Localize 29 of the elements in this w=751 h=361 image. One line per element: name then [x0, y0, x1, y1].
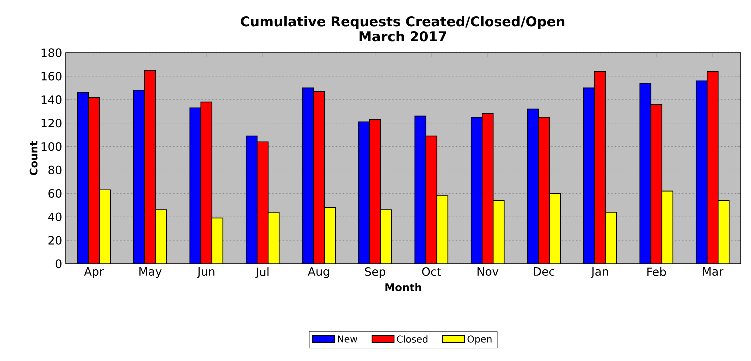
y-tick-label: 60 [48, 189, 62, 198]
x-tick-label: Jul [255, 268, 269, 279]
y-tick-label: 180 [42, 48, 62, 58]
y-tick-label: 140 [42, 96, 62, 104]
y-tick-label: 120 [42, 119, 62, 128]
y-tick-label: 40 [48, 212, 62, 222]
x-tick-label: Feb [648, 268, 666, 276]
legend-label: Open [468, 336, 492, 345]
x-tick-label: Aug [308, 268, 330, 278]
x-tick-label: Apr [84, 268, 104, 278]
x-axis-title: Month [386, 283, 422, 292]
x-tick-label: Dec [534, 268, 555, 276]
x-tick-label: Sep [365, 268, 386, 278]
y-axis-title: Count [30, 141, 38, 176]
x-tick-label: Jun [197, 268, 215, 278]
y-tick-label: 100 [42, 142, 62, 152]
x-tick-label: May [140, 268, 162, 278]
chart-subtitle: March 2017 [360, 31, 446, 42]
x-tick-label: Oct [422, 268, 442, 276]
legend-label: Closed [397, 336, 428, 343]
x-tick-label: Nov [478, 268, 499, 276]
x-tick-label: Mar [703, 268, 724, 276]
legend-label: New [338, 336, 358, 343]
y-tick-label: 20 [48, 236, 62, 245]
y-tick-label: 0 [56, 260, 62, 268]
chart-title: Cumulative Requests Created/Closed/Open [241, 16, 565, 30]
y-tick-label: 80 [48, 166, 62, 175]
y-tick-label: 160 [42, 72, 62, 81]
x-tick-label: Jan [590, 268, 608, 278]
